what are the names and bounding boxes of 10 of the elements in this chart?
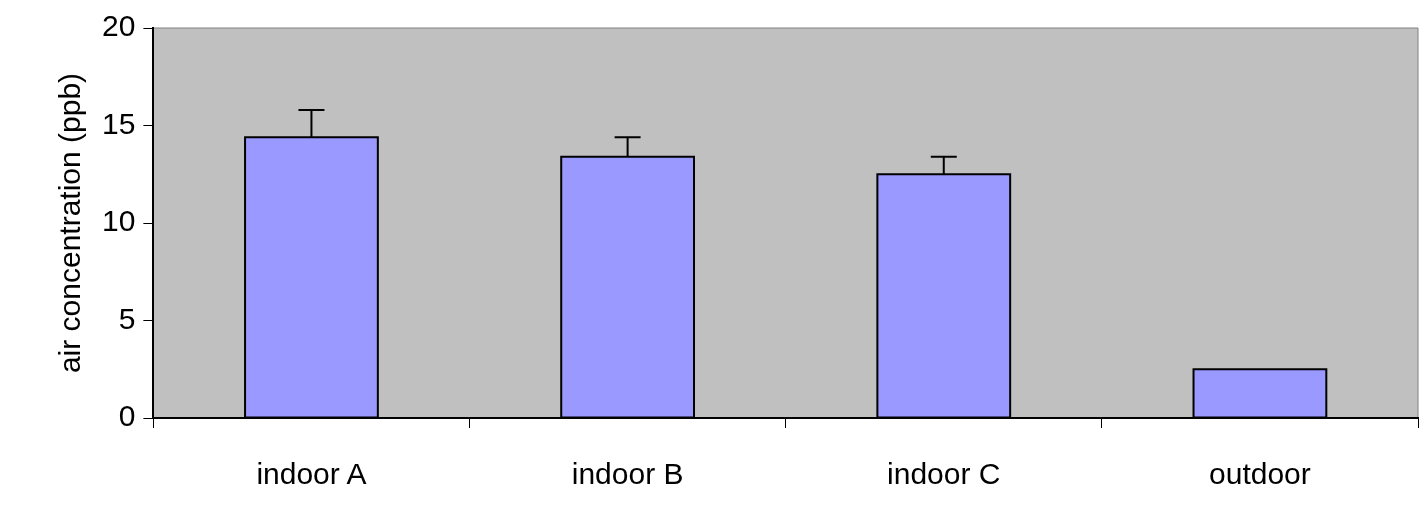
x-tick-label: indoor C <box>887 457 1001 491</box>
x-tick-label: outdoor <box>1209 457 1311 491</box>
x-tick-label: indoor B <box>571 457 684 491</box>
y-tick-label: 20 <box>101 9 136 43</box>
y-tick-label: 0 <box>118 399 136 433</box>
y-tick-label: 15 <box>101 106 136 140</box>
y-tick-label: 5 <box>118 301 136 335</box>
y-tick-label: 10 <box>101 204 136 238</box>
x-tick-label: indoor A <box>256 457 367 491</box>
y-axis-title: air concentration (ppb) <box>53 72 87 374</box>
